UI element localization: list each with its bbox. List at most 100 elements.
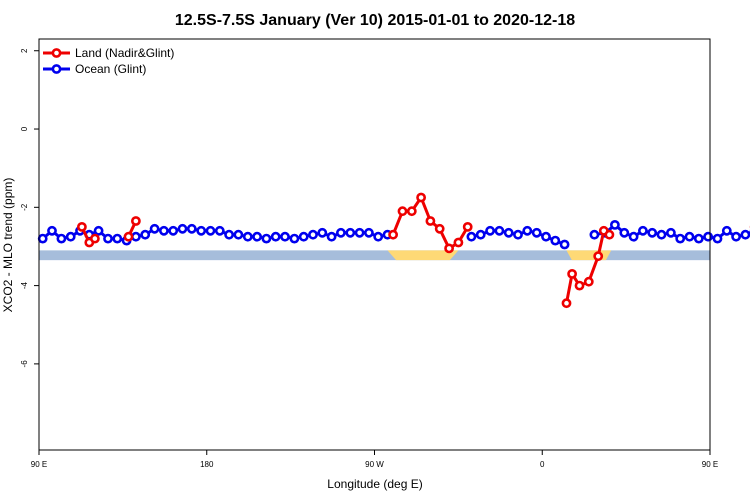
x-axis: 90 E 180 90 W 0 90 E xyxy=(31,450,718,469)
data-point xyxy=(466,231,477,242)
x-tick-label: 90 E xyxy=(31,460,47,469)
data-point xyxy=(233,229,244,240)
data-point xyxy=(37,233,48,244)
data-point xyxy=(112,233,123,244)
data-point xyxy=(593,251,604,262)
data-point xyxy=(90,233,100,244)
data-point xyxy=(335,227,346,238)
y-tick-label: -4 xyxy=(20,281,29,289)
data-point xyxy=(684,231,695,242)
data-point xyxy=(604,229,615,240)
data-point xyxy=(444,243,454,254)
data-point xyxy=(65,231,76,242)
data-point xyxy=(425,216,436,226)
data-point xyxy=(693,233,704,244)
data-point xyxy=(541,231,551,242)
data-point xyxy=(475,229,486,240)
data-point xyxy=(638,225,648,236)
data-point xyxy=(647,227,658,238)
x-tick-label: 90 W xyxy=(365,460,384,469)
data-point xyxy=(77,221,87,232)
land-band xyxy=(566,250,612,261)
data-point xyxy=(168,225,179,236)
data-point xyxy=(397,206,408,217)
data-point xyxy=(550,235,561,246)
data-point xyxy=(317,227,328,238)
data-point xyxy=(503,227,514,238)
data-point xyxy=(453,237,464,248)
legend-label: Land (Nadir&Glint) xyxy=(75,46,174,60)
ocean-band xyxy=(39,250,710,261)
data-point xyxy=(406,206,417,217)
data-point xyxy=(224,229,234,240)
y-tick-label: -6 xyxy=(20,360,29,368)
data-point xyxy=(703,231,713,242)
band-layer xyxy=(39,250,710,261)
data-point xyxy=(326,231,337,242)
x-axis-label: Longitude (deg E) xyxy=(327,477,422,491)
data-point xyxy=(149,223,160,234)
data-point xyxy=(561,298,572,309)
y-axis: 2 0 -2 -4 -6 xyxy=(20,48,39,367)
legend-label: Ocean (Glint) xyxy=(75,62,146,76)
plot-frame xyxy=(38,38,711,451)
data-point xyxy=(270,231,281,242)
data-point xyxy=(289,233,300,244)
data-point xyxy=(485,225,495,236)
y-axis-label: XCO2 - MLO trend (ppm) xyxy=(1,178,15,313)
data-point xyxy=(242,231,253,242)
series-line xyxy=(565,228,611,304)
data-point xyxy=(656,229,667,240)
data-point xyxy=(196,225,207,236)
data-point xyxy=(140,229,151,240)
data-point xyxy=(619,227,630,238)
data-point xyxy=(574,280,585,291)
data-point xyxy=(205,225,216,236)
data-point xyxy=(610,219,620,230)
data-point xyxy=(531,227,542,238)
data-point xyxy=(373,231,384,242)
data-point xyxy=(354,227,365,238)
data-point xyxy=(123,231,134,242)
data-point xyxy=(214,225,225,236)
data-point xyxy=(583,276,594,287)
data-point xyxy=(103,233,113,244)
legend-marker xyxy=(51,48,62,58)
y-tick-label: 0 xyxy=(20,126,29,131)
data-point xyxy=(130,216,141,226)
data-point xyxy=(345,227,356,238)
data-point xyxy=(589,229,600,240)
y-tick-label: -2 xyxy=(20,203,29,211)
data-point xyxy=(628,231,639,242)
data-point xyxy=(56,233,67,244)
data-point xyxy=(252,231,262,242)
data-point xyxy=(93,225,104,236)
data-point xyxy=(186,223,197,234)
data-point xyxy=(308,229,318,240)
data-point xyxy=(721,225,732,236)
chart-title: 12.5S-7.5S January (Ver 10) 2015-01-01 t… xyxy=(175,12,575,29)
x-tick-label: 180 xyxy=(200,460,214,469)
data-point xyxy=(434,223,445,234)
data-point xyxy=(494,225,505,236)
data-point xyxy=(740,229,750,240)
data-point xyxy=(388,229,398,240)
data-point xyxy=(731,231,741,242)
data-point xyxy=(158,225,169,236)
y-tick-label: 2 xyxy=(20,48,29,53)
land-band xyxy=(387,250,459,261)
data-point xyxy=(522,225,533,236)
data-point xyxy=(513,229,523,240)
legend-marker xyxy=(51,64,62,74)
data-point xyxy=(177,223,188,234)
data-point xyxy=(567,268,577,279)
data-point xyxy=(559,239,570,250)
data-point xyxy=(47,225,57,236)
data-point xyxy=(261,233,272,244)
x-tick-label: 90 E xyxy=(702,460,718,469)
x-tick-label: 0 xyxy=(540,460,545,469)
data-point xyxy=(462,221,473,232)
data-point xyxy=(298,231,309,242)
series-layer xyxy=(37,192,750,309)
data-point xyxy=(675,233,686,244)
